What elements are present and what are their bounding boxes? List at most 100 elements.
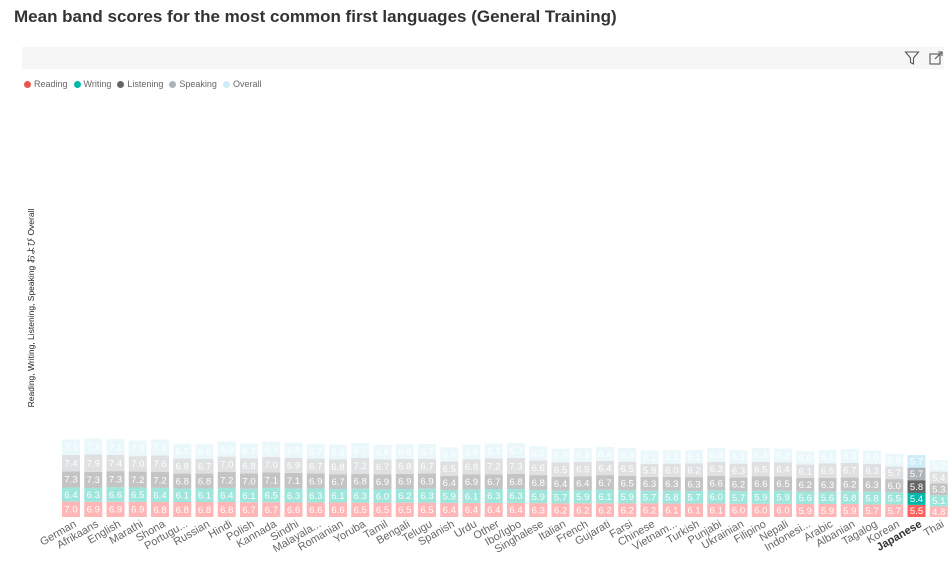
bar-writing-indonesi[interactable] xyxy=(796,491,815,504)
bar-writing-gujarati[interactable] xyxy=(596,489,614,504)
bar-reading-italian[interactable] xyxy=(551,503,570,517)
bar-speaking-thai[interactable] xyxy=(929,471,948,484)
bar-listening-urdu[interactable] xyxy=(462,474,481,490)
bar-reading-punjabi[interactable] xyxy=(707,503,726,517)
bar-listening-vietnam[interactable] xyxy=(662,476,681,491)
bar-stack-german[interactable]: 7.0 6.4 7.3 7.4 7.1 xyxy=(62,439,80,517)
bar-reading-kannada[interactable] xyxy=(262,502,281,517)
bar-writing-vietnam[interactable] xyxy=(662,490,681,504)
bar-stack-afrikaans[interactable]: 6.9 6.3 7.3 7.9 7.2 xyxy=(84,438,103,518)
bar-listening-albanian[interactable] xyxy=(840,477,859,492)
bar-stack-urdu[interactable]: 6.4 6.1 6.9 6.8 6.6 xyxy=(462,444,481,517)
bar-stack-vietnam[interactable]: 6.1 5.8 6.3 6.0 6.1 xyxy=(662,450,681,517)
bar-writing-albanian[interactable] xyxy=(840,491,859,504)
bar-writing-sindhi[interactable] xyxy=(284,488,303,503)
bar-stack-farsi[interactable]: 6.2 5.9 6.5 6.5 6.3 xyxy=(618,447,637,517)
bar-stack-french[interactable]: 6.2 5.9 6.4 6.5 6.3 xyxy=(573,447,592,517)
bar-overall-indonesi[interactable] xyxy=(796,451,815,465)
bar-writing-turkish[interactable] xyxy=(685,490,703,504)
bar-reading-russian[interactable] xyxy=(195,502,214,517)
legend-item-overall[interactable]: Overall xyxy=(222,79,261,89)
bar-listening-filipino[interactable] xyxy=(751,476,770,491)
bar-writing-malayala[interactable] xyxy=(306,488,325,503)
bar-speaking-chinese[interactable] xyxy=(640,463,659,477)
bar-speaking-marathi[interactable] xyxy=(128,456,147,472)
bar-reading-farsi[interactable] xyxy=(618,503,637,517)
bar-listening-singhalese[interactable] xyxy=(529,475,548,491)
bar-reading-sindhi[interactable] xyxy=(284,502,303,517)
bar-listening-nepali[interactable] xyxy=(774,476,792,491)
bar-speaking-russian[interactable] xyxy=(195,458,214,474)
bar-listening-malayala[interactable] xyxy=(306,473,325,489)
bar-listening-thai[interactable] xyxy=(929,483,948,496)
bar-stack-filipino[interactable]: 6.0 5.9 6.6 6.5 6.3 xyxy=(751,447,770,517)
bar-reading-spanish[interactable] xyxy=(440,502,459,517)
bar-listening-tagalog[interactable] xyxy=(863,477,881,492)
bar-writing-romanian[interactable] xyxy=(329,489,347,503)
bar-stack-albanian[interactable]: 5.9 5.8 6.2 6.7 6.2 xyxy=(840,449,859,517)
bar-speaking-tagalog[interactable] xyxy=(863,463,881,478)
bar-reading-marathi[interactable] xyxy=(128,501,147,517)
bar-speaking-shona[interactable] xyxy=(151,455,169,473)
bar-speaking-yoruba[interactable] xyxy=(351,457,370,474)
bar-reading-german[interactable] xyxy=(62,501,80,517)
bar-writing-spanish[interactable] xyxy=(440,489,459,503)
bar-reading-bengali[interactable] xyxy=(395,502,414,517)
bar-listening-sindhi[interactable] xyxy=(284,472,303,489)
bar-reading-romanian[interactable] xyxy=(329,502,347,517)
bar-reading-other[interactable] xyxy=(484,502,503,517)
bar-listening-german[interactable] xyxy=(62,471,80,488)
bar-stack-thai[interactable]: 4.85.15.35.45.2 xyxy=(929,460,948,518)
bar-overall-english[interactable] xyxy=(106,439,125,455)
bar-overall-punjabi[interactable] xyxy=(707,447,726,462)
bar-stack-chinese[interactable]: 6.2 5.7 6.3 5.9 6.1 xyxy=(640,450,659,517)
legend-item-reading[interactable]: Reading xyxy=(24,79,68,89)
bar-speaking-filipino[interactable] xyxy=(751,461,770,477)
bar-speaking-ibo-igbo[interactable] xyxy=(507,457,525,475)
bar-listening-bengali[interactable] xyxy=(395,473,414,489)
bar-speaking-arabic[interactable] xyxy=(818,463,837,478)
bar-reading-polish[interactable] xyxy=(240,502,258,517)
bar-writing-yoruba[interactable] xyxy=(351,488,370,503)
bar-writing-english[interactable] xyxy=(106,487,125,502)
bar-speaking-portugu[interactable] xyxy=(173,458,192,474)
bar-listening-french[interactable] xyxy=(573,476,592,491)
bar-reading-french[interactable] xyxy=(573,503,592,517)
bar-listening-ukrainian[interactable] xyxy=(729,477,748,492)
bar-overall-telugu[interactable] xyxy=(418,444,436,459)
bar-stack-nepali[interactable]: 6.0 5.9 6.5 6.4 6.2 xyxy=(774,448,792,517)
bar-overall-spanish[interactable] xyxy=(440,447,459,462)
bar-stack-ibo-igbo[interactable]: 6.4 6.3 6.8 7.3 6.7 xyxy=(507,443,525,517)
bar-listening-japanese[interactable] xyxy=(907,480,926,493)
bar-overall-ibo-igbo[interactable] xyxy=(507,443,525,458)
bar-writing-other[interactable] xyxy=(484,489,503,503)
bar-overall-filipino[interactable] xyxy=(751,447,770,462)
bar-listening-russian[interactable] xyxy=(195,473,214,489)
bar-writing-shona[interactable] xyxy=(151,487,169,502)
bar-speaking-hindi[interactable] xyxy=(217,456,236,473)
bar-writing-nepali[interactable] xyxy=(774,490,792,504)
bar-stack-russian[interactable]: 6.8 6.1 6.8 6.7 6.6 xyxy=(195,444,214,517)
bar-writing-ibo-igbo[interactable] xyxy=(507,489,525,503)
bar-writing-tamil[interactable] xyxy=(373,489,392,503)
bar-stack-kannada[interactable]: 6.7 6.5 7.1 7.0 6.9 xyxy=(262,441,281,517)
bar-overall-chinese[interactable] xyxy=(640,450,659,464)
bar-overall-shona[interactable] xyxy=(151,439,169,456)
bar-writing-afrikaans[interactable] xyxy=(84,487,103,502)
bar-listening-korean[interactable] xyxy=(885,479,904,493)
bar-overall-kannada[interactable] xyxy=(262,441,281,457)
bar-overall-romanian[interactable] xyxy=(329,444,347,460)
bar-stack-spanish[interactable]: 6.4 5.9 6.4 6.5 6.4 xyxy=(440,447,459,517)
legend-item-speaking[interactable]: Speaking xyxy=(169,79,217,89)
bar-reading-arabic[interactable] xyxy=(818,503,837,517)
bar-reading-vietnam[interactable] xyxy=(662,503,681,517)
bar-overall-afrikaans[interactable] xyxy=(84,438,103,455)
bar-stack-japanese[interactable]: 5.55.45.8 5.75.7 xyxy=(907,455,926,517)
bar-stack-bengali[interactable]: 6.5 6.2 6.9 6.8 6.6 xyxy=(395,444,414,517)
bar-writing-polish[interactable] xyxy=(240,488,258,503)
bar-reading-ibo-igbo[interactable] xyxy=(507,502,525,517)
bar-reading-indonesi[interactable] xyxy=(796,503,815,517)
bar-writing-thai[interactable] xyxy=(929,495,948,507)
legend-item-writing[interactable]: Writing xyxy=(73,79,111,89)
bar-stack-english[interactable]: 6.9 6.6 7.3 7.4 7.1 xyxy=(106,439,125,517)
